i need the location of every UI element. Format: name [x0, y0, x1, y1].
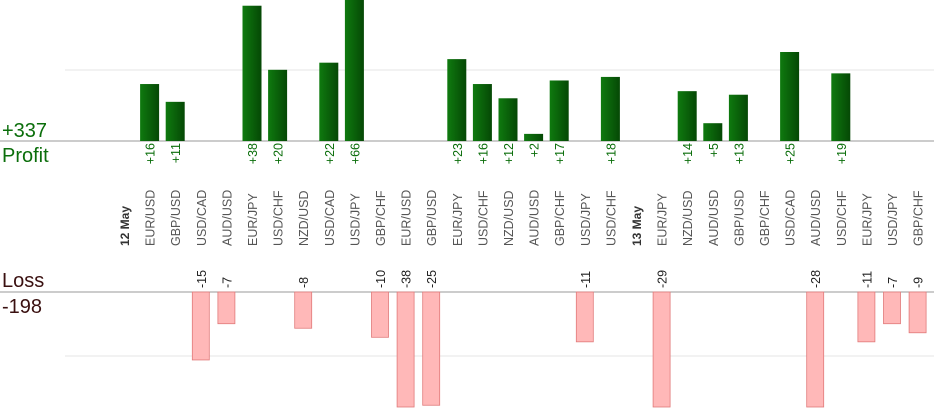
category-label: EUR/USD: [400, 190, 414, 246]
profit-value-label: +11: [169, 143, 183, 163]
category-label: USD/JPY: [886, 193, 900, 246]
loss-value-label: -38: [400, 270, 414, 288]
loss-label: Loss: [2, 270, 45, 292]
profit-value-label: +16: [476, 143, 490, 164]
category-label: USD/JPY: [348, 193, 362, 246]
category-label: GBP/USD: [425, 190, 439, 246]
profit-bar: [165, 101, 185, 141]
loss-value-label: -7: [220, 277, 234, 288]
loss-bar: [396, 291, 415, 408]
profit-value-label: +17: [553, 143, 567, 164]
category-label: GBP/CHF: [912, 190, 926, 246]
profit-bar: [703, 123, 723, 141]
loss-value-label: -28: [809, 270, 823, 288]
category-label: EUR/JPY: [451, 193, 465, 246]
profit-bar: [447, 59, 467, 142]
loss-value-label: -11: [579, 271, 593, 288]
profit-bar: [242, 5, 262, 141]
loss-bar: [294, 291, 313, 329]
category-label: GBP/USD: [732, 190, 746, 246]
loss-value-label: -10: [374, 270, 388, 288]
profit-value-label: +23: [451, 143, 465, 164]
loss-total: -198: [2, 296, 43, 318]
loss-bar: [191, 291, 210, 361]
loss-bar: [908, 291, 927, 334]
category-label: GBP/USD: [169, 190, 183, 246]
profit-bar: [498, 98, 518, 141]
profit-value-label: +22: [323, 143, 337, 164]
loss-value-label: -9: [912, 277, 926, 288]
bars: [140, 0, 927, 408]
date-marker-label: 12 May: [118, 206, 132, 246]
category-label: AUD/USD: [707, 190, 721, 246]
loss-bar: [575, 291, 594, 343]
category-label: USD/CHF: [835, 190, 849, 246]
category-label: USD/CAD: [323, 190, 337, 246]
category-label: GBP/CHF: [758, 190, 772, 246]
profit-value-label: +12: [502, 143, 516, 164]
loss-value-label: -11: [860, 271, 874, 288]
profit-value-label: +14: [681, 143, 695, 164]
loss-value-label: -29: [656, 270, 670, 288]
profit-bar: [319, 62, 339, 141]
category-label: AUD/USD: [528, 190, 542, 246]
loss-bar: [371, 291, 389, 338]
loss-value-label: -15: [195, 270, 209, 288]
profit-bar: [831, 73, 851, 141]
loss-bar: [883, 291, 901, 325]
loss-value-label: -25: [425, 270, 439, 288]
loss-value-label: -7: [886, 277, 900, 288]
profit-value-label: +25: [784, 143, 798, 164]
profit-value-label: +66: [348, 143, 362, 164]
profit-bar: [344, 0, 364, 141]
category-label: NZD/USD: [681, 190, 695, 246]
loss-bar: [422, 291, 441, 406]
loss-bar: [652, 291, 671, 408]
profit-bar: [600, 76, 620, 141]
category-label: NZD/USD: [502, 190, 516, 246]
value-labels: +16 +11 -15 -7 +38 +20 -8 +22 +66 -10 -38 -25 +23 +16…: [144, 143, 926, 288]
profit-bar: [524, 133, 544, 141]
profit-value-label: +19: [835, 143, 849, 164]
category-label: EUR/JPY: [860, 193, 874, 246]
loss-bar: [806, 291, 825, 408]
profit-bar: [268, 69, 288, 141]
category-label: USD/CHF: [272, 190, 286, 246]
profit-bar: [780, 52, 800, 141]
category-label: NZD/USD: [297, 190, 311, 246]
loss-value-label: -8: [297, 277, 311, 288]
profit-total: +337: [2, 120, 48, 142]
profit-value-label: +38: [246, 143, 260, 164]
profit-bar: [728, 94, 748, 141]
category-label: USD/CAD: [784, 190, 798, 246]
profit-value-label: +16: [144, 143, 158, 164]
profit-label: Profit: [2, 145, 49, 167]
category-label: AUD/USD: [809, 190, 823, 246]
category-label: GBP/CHF: [374, 190, 388, 246]
category-labels: 12 May EUR/USD GBP/USD USD/CAD AUD/USD EUR/JP…: [118, 190, 926, 246]
profit-value-label: +18: [604, 143, 618, 164]
category-label: EUR/USD: [144, 190, 158, 246]
date-marker-label: 13 May: [630, 206, 644, 246]
profit-bar: [140, 84, 160, 141]
category-label: EUR/JPY: [246, 193, 260, 246]
profit-value-label: +5: [707, 143, 721, 157]
category-label: USD/CHF: [476, 190, 490, 246]
category-label: GBP/CHF: [553, 190, 567, 246]
loss-bar: [857, 291, 876, 343]
profit-bar: [472, 84, 492, 141]
profit-value-label: +13: [732, 143, 746, 164]
category-label: USD/CHF: [604, 190, 618, 246]
profit-value-label: +20: [272, 143, 286, 164]
category-label: USD/JPY: [579, 193, 593, 246]
category-label: AUD/USD: [220, 190, 234, 246]
category-label: EUR/JPY: [656, 193, 670, 246]
profit-bar: [677, 91, 697, 141]
category-label: USD/CAD: [195, 190, 209, 246]
loss-bar: [217, 291, 236, 325]
profit-value-label: +2: [528, 143, 542, 157]
profit-bar: [549, 80, 569, 141]
